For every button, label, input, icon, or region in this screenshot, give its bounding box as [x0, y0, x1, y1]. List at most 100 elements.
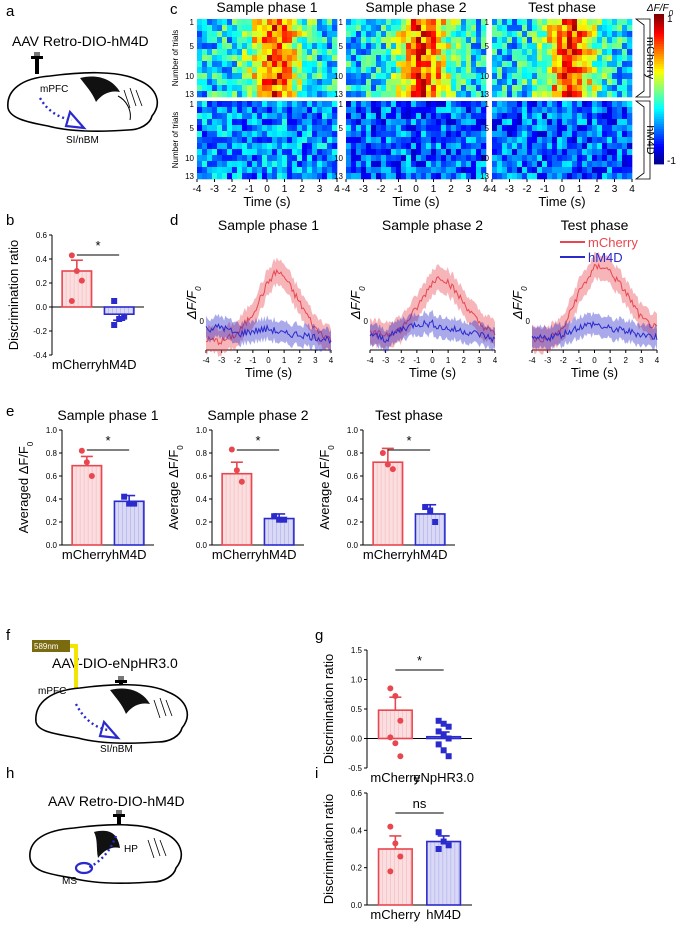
heatmap-cell: [416, 107, 422, 114]
heatmap-cell: [257, 155, 263, 162]
heatmap-cell: [466, 61, 472, 68]
heatmap-xtick: 1: [577, 184, 583, 195]
colorbar-cell: [654, 39, 664, 42]
heatmap-cell: [466, 113, 472, 120]
heatmap-cell: [312, 19, 318, 26]
heatmap-cell: [302, 173, 308, 180]
fiber-optic: [70, 644, 78, 702]
heatmap-cell: [456, 37, 462, 44]
heatmap-cell: [476, 125, 482, 132]
neuron-icon: [98, 719, 121, 740]
heatmap-cell: [366, 137, 372, 144]
heatmap-cell: [212, 85, 218, 92]
heatmap-cell: [552, 155, 558, 162]
heatmap-cell: [552, 107, 558, 114]
heatmap-cell: [607, 143, 613, 150]
heatmap-cell: [547, 85, 553, 92]
trace-xtick: -3: [382, 356, 390, 365]
heatmap-cell: [386, 19, 392, 26]
x-category-hm4d: hM4D: [102, 357, 137, 372]
heatmap-cell: [466, 79, 472, 86]
heatmap-cell: [557, 125, 563, 132]
heatmap-cell: [262, 25, 268, 32]
heatmap-cell: [562, 37, 568, 44]
heatmap-cell: [252, 55, 258, 62]
heatmap-cell: [502, 119, 508, 126]
heatmap-cell: [237, 149, 243, 156]
heatmap-cell: [426, 137, 432, 144]
heatmap-cell: [597, 37, 603, 44]
heatmap-cell: [436, 73, 442, 80]
heatmap-cell: [421, 79, 427, 86]
heatmap-cell: [537, 125, 543, 132]
heatmap-cell: [471, 25, 477, 32]
heatmap-cell: [346, 55, 352, 62]
heatmap-cell: [252, 155, 258, 162]
heatmap-cell: [502, 19, 508, 26]
heatmap-cell: [507, 67, 513, 74]
heatmap-cell: [537, 37, 543, 44]
heatmap-cell: [212, 37, 218, 44]
heatmap-cell: [577, 37, 583, 44]
heatmap-cell: [542, 125, 548, 132]
heatmap-cell: [351, 161, 357, 168]
heatmap-cell: [446, 91, 452, 98]
heatmap-mcherry: [492, 19, 633, 98]
heatmap-cell: [247, 155, 253, 162]
heatmap-cell: [507, 43, 513, 50]
heatmap-cell: [332, 49, 338, 56]
heatmap-cell: [222, 55, 228, 62]
heatmap-cell: [612, 25, 618, 32]
heatmap-cell: [406, 73, 412, 80]
heatmap-xlabel: Time (s): [538, 194, 585, 209]
heatmap-cell: [446, 67, 452, 74]
heatmap-cell: [497, 161, 503, 168]
heatmap-cell: [406, 155, 412, 162]
heatmap-cell: [282, 43, 288, 50]
heatmap-hm4d: [197, 101, 338, 180]
heatmap-cell: [197, 85, 203, 92]
heatmap-cell: [481, 67, 487, 74]
heatmap-cell: [282, 91, 288, 98]
heatmap-cell: [502, 137, 508, 144]
heatmap-cell: [567, 25, 573, 32]
heatmap-cell: [267, 91, 273, 98]
heatmap-cell: [232, 137, 238, 144]
heatmap-cell: [451, 161, 457, 168]
heatmap-cell: [356, 43, 362, 50]
heatmap-cell: [416, 137, 422, 144]
heatmap-cell: [436, 173, 442, 180]
heatmap-cell: [497, 149, 503, 156]
heatmap-cell: [371, 161, 377, 168]
heatmap-cell: [607, 43, 613, 50]
heatmap-cell: [567, 61, 573, 68]
colorbar-label: ΔF/F0: [646, 3, 674, 18]
heatmap-cell: [232, 19, 238, 26]
heatmap-cell: [356, 149, 362, 156]
heatmap-cell: [297, 101, 303, 108]
heatmap-cell: [356, 173, 362, 180]
heatmap-cell: [307, 155, 313, 162]
heatmap-cell: [267, 61, 273, 68]
heatmap-cell: [622, 119, 628, 126]
heatmap-cell: [617, 61, 623, 68]
heatmap-cell: [292, 25, 298, 32]
heatmap-cell: [552, 31, 558, 38]
heatmap-cell: [527, 125, 533, 132]
heatmap-cell: [386, 155, 392, 162]
trace-xtick: -3: [544, 356, 552, 365]
heatmap-cell: [406, 173, 412, 180]
heatmap-cell: [471, 125, 477, 132]
heatmap-cell: [406, 167, 412, 174]
y-tick: 1.0: [46, 426, 58, 435]
heatmap-cell: [617, 31, 623, 38]
colorbar-cell: [654, 126, 664, 130]
heatmap-cell: [466, 49, 472, 56]
y-label: Average ΔF/F0: [166, 445, 185, 530]
heatmap-cell: [277, 143, 283, 150]
heatmap-cell: [406, 137, 412, 144]
heatmap-cell: [562, 125, 568, 132]
heatmap-cell: [217, 149, 223, 156]
heatmap-cell: [481, 155, 487, 162]
heatmap-cell: [592, 55, 598, 62]
